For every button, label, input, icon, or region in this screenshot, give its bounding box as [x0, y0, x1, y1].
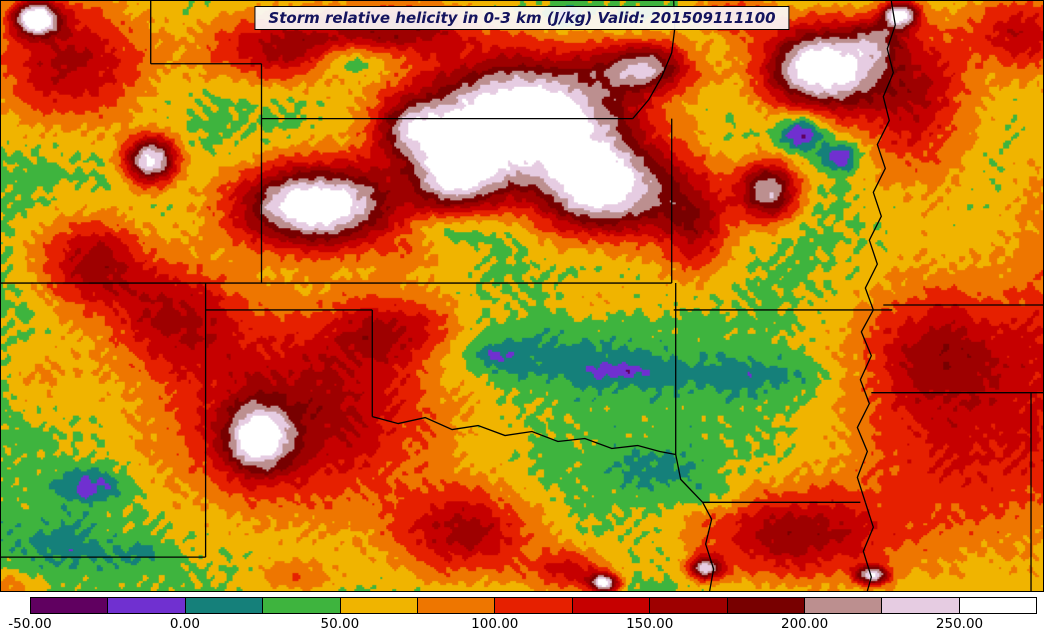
- colorbar-segment: [417, 598, 496, 613]
- colorbar-segment: [495, 598, 573, 613]
- colorbar-segment: [263, 598, 341, 613]
- colorbar-tick-label: -50.00: [8, 616, 52, 632]
- state-border-line: [702, 501, 715, 591]
- state-borders: [1, 1, 1043, 591]
- state-border-line: [675, 454, 704, 503]
- plot-title: Storm relative helicity in 0-3 km (J/kg)…: [254, 6, 790, 30]
- colorbar-segment: [882, 598, 960, 613]
- colorbar-segment: [185, 598, 264, 613]
- helicity-field-canvas: [1, 1, 1043, 591]
- colorbar-segment: [108, 598, 186, 613]
- colorbar-ticks: -50.00 0.00 50.00 100.00 150.00 200.00 250.00: [0, 616, 1044, 633]
- colorbar: [30, 597, 1037, 614]
- colorbar-segment: [650, 598, 728, 613]
- helicity-map: Storm relative helicity in 0-3 km (J/kg)…: [0, 0, 1044, 592]
- state-border-line: [862, 502, 875, 591]
- colorbar-tick-label: 150.00: [626, 616, 674, 632]
- colorbar-tick-label: 0.00: [169, 616, 200, 632]
- colorbar-segment: [727, 598, 805, 613]
- colorbar-segment: [340, 598, 418, 613]
- colorbar-tick-label: 250.00: [935, 616, 984, 632]
- state-border-line: [372, 415, 676, 456]
- colorbar-segment: [31, 598, 109, 613]
- state-border-line: [856, 1, 896, 503]
- colorbar-tick-label: 100.00: [471, 616, 519, 632]
- colorbar-tick-label: 50.00: [320, 616, 360, 632]
- colorbar-segment: [572, 598, 651, 613]
- colorbar-segment: [804, 598, 883, 613]
- colorbar-segment: [959, 598, 1037, 613]
- colorbar-tick-label: 200.00: [780, 616, 829, 632]
